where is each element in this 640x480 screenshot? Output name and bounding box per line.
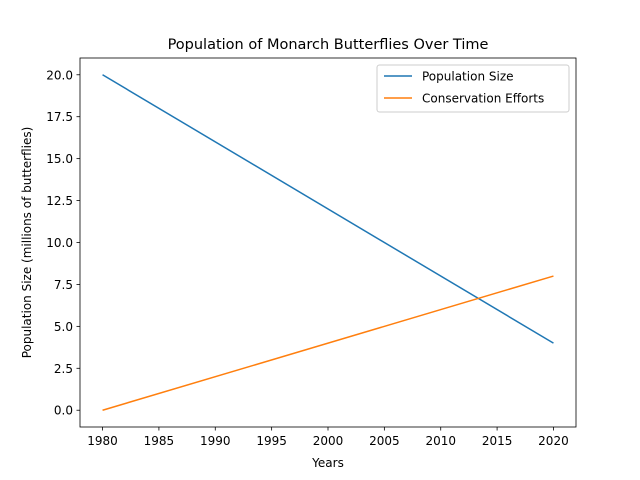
- y-axis-label: Population Size (millions of butterflies…: [20, 127, 34, 359]
- y-tick-label: 12.5: [46, 194, 73, 208]
- legend-box: [376, 64, 570, 113]
- x-tick-label: 1995: [256, 434, 287, 448]
- y-tick-label: 5.0: [54, 320, 73, 334]
- x-tick-label: 1980: [87, 434, 118, 448]
- x-tick-label: 1990: [200, 434, 231, 448]
- legend: Population Size Conservation Efforts: [376, 64, 570, 113]
- y-tick-label: 20.0: [46, 68, 73, 82]
- y-tick-label: 15.0: [46, 152, 73, 166]
- chart-title: Population of Monarch Butterflies Over T…: [168, 37, 489, 53]
- x-tick-label: 1985: [144, 434, 175, 448]
- y-tick-label: 17.5: [46, 110, 73, 124]
- x-tick-label: 2010: [425, 434, 456, 448]
- y-tick-label: 10.0: [46, 236, 73, 250]
- legend-label-1: Conservation Efforts: [422, 92, 544, 106]
- x-tick-label: 2015: [482, 434, 513, 448]
- plot-area: [102, 74, 554, 411]
- series-line-1: [102, 275, 554, 411]
- x-tick-label: 2020: [538, 434, 569, 448]
- y-tick-label: 7.5: [54, 278, 73, 292]
- legend-label-0: Population Size: [422, 70, 514, 84]
- y-tick-label: 0.0: [54, 404, 73, 418]
- x-tick-label: 2000: [313, 434, 344, 448]
- y-tick-label: 2.5: [54, 362, 73, 376]
- x-axis-label: Years: [311, 456, 344, 470]
- x-tick-label: 2005: [369, 434, 400, 448]
